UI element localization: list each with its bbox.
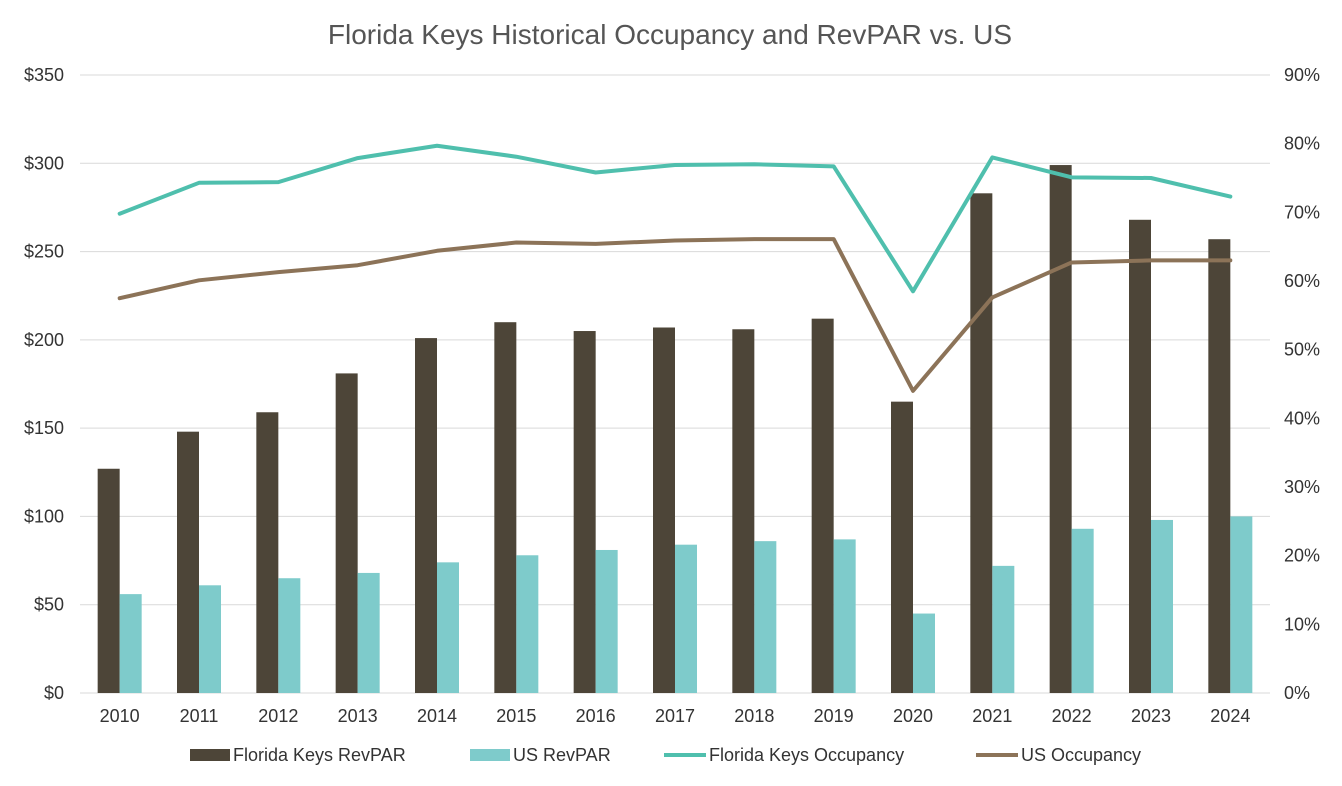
us-revpar-bar xyxy=(119,594,142,693)
x-axis-tick-label: 2021 xyxy=(972,706,1012,726)
us-revpar-bar xyxy=(357,572,380,693)
left-axis-tick-label: $350 xyxy=(24,65,64,85)
right-axis-tick-label: 90% xyxy=(1284,65,1320,85)
us-revpar-bar xyxy=(833,539,856,693)
florida-keys-revpar-bar xyxy=(811,318,834,693)
us-revpar-bar xyxy=(675,544,697,693)
right-axis-tick-label: 50% xyxy=(1284,340,1320,360)
us-revpar-bar xyxy=(992,565,1015,693)
us-revpar-bar xyxy=(754,541,777,693)
x-axis-ticks: 2010 2011 2012 2013 2014 2015 2016 2017 2018 2019… xyxy=(100,706,1251,726)
us-occupancy-line xyxy=(117,237,1233,393)
x-axis-tick-label: 2016 xyxy=(576,706,616,726)
legend-label: Florida Keys Occupancy xyxy=(709,745,904,765)
left-axis-tick-label: $300 xyxy=(24,153,64,173)
right-axis-ticks: 0% 10% 20% 30% 40% 50% 60% 70% 80% 90% xyxy=(1284,65,1320,703)
legend-label: US Occupancy xyxy=(1021,745,1141,765)
florida-keys-revpar-bar xyxy=(415,338,437,693)
left-axis-tick-label: $100 xyxy=(24,506,64,526)
right-axis-tick-label: 30% xyxy=(1284,477,1320,497)
left-axis-tick-label: $250 xyxy=(24,242,64,262)
us-revpar-bar xyxy=(516,555,539,693)
legend: Florida Keys RevPAR US RevPAR Florida Keys… xyxy=(190,745,1141,765)
line-series xyxy=(117,143,1233,393)
x-axis-tick-label: 2018 xyxy=(734,706,774,726)
x-axis-tick-label: 2017 xyxy=(655,706,695,726)
us-revpar-bar xyxy=(1230,516,1253,693)
legend-label: US RevPAR xyxy=(513,745,611,765)
legend-label: Florida Keys RevPAR xyxy=(233,745,406,765)
us-revpar-bar xyxy=(199,585,221,693)
x-axis-tick-label: 2015 xyxy=(496,706,536,726)
x-axis-tick-label: 2013 xyxy=(338,706,378,726)
right-axis-tick-label: 40% xyxy=(1284,408,1320,428)
right-axis-tick-label: 70% xyxy=(1284,202,1320,222)
florida-keys-revpar-bar xyxy=(177,431,199,693)
florida-keys-revpar-bar xyxy=(1129,219,1151,693)
left-axis-tick-label: $150 xyxy=(24,418,64,438)
florida-keys-revpar-bar xyxy=(1049,165,1072,694)
legend-swatch xyxy=(470,749,510,761)
x-axis-tick-label: 2023 xyxy=(1131,706,1171,726)
right-axis-tick-label: 20% xyxy=(1284,546,1320,566)
left-axis-tick-label: $200 xyxy=(24,330,64,350)
left-axis-tick-label: $0 xyxy=(44,683,64,703)
x-axis-tick-label: 2011 xyxy=(180,706,219,726)
florida-keys-revpar-bar xyxy=(732,329,755,693)
florida-keys-revpar-bar xyxy=(573,331,596,693)
left-axis-ticks: $0 $50 $100 $150 $200 $250 $300 $350 xyxy=(24,65,64,703)
florida-keys-revpar-bar xyxy=(653,327,675,693)
florida-keys-occupancy-line xyxy=(117,143,1233,294)
x-axis-tick-label: 2024 xyxy=(1210,706,1250,726)
x-axis-tick-label: 2010 xyxy=(100,706,140,726)
right-axis-tick-label: 0% xyxy=(1284,683,1310,703)
x-axis-tick-label: 2012 xyxy=(258,706,298,726)
x-axis-tick-label: 2019 xyxy=(814,706,854,726)
chart-title: Florida Keys Historical Occupancy and Re… xyxy=(328,19,1012,50)
left-axis-tick-label: $50 xyxy=(34,595,64,615)
legend-swatch xyxy=(190,749,230,761)
x-axis-tick-label: 2022 xyxy=(1052,706,1092,726)
us-revpar-bar xyxy=(1151,519,1173,693)
florida-keys-revpar-bar xyxy=(256,412,279,693)
right-axis-tick-label: 10% xyxy=(1284,614,1320,634)
us-revpar-bar xyxy=(595,549,618,693)
right-axis-tick-label: 60% xyxy=(1284,271,1320,291)
bar-series xyxy=(97,165,1253,694)
florida-keys-revpar-bar xyxy=(891,401,913,693)
us-revpar-bar xyxy=(278,578,301,693)
right-axis-tick-label: 80% xyxy=(1284,134,1320,154)
us-revpar-bar xyxy=(913,613,935,693)
x-axis-tick-label: 2020 xyxy=(893,706,933,726)
florida-keys-revpar-bar xyxy=(1208,239,1231,693)
us-revpar-bar xyxy=(437,562,459,693)
florida-keys-revpar-bar xyxy=(335,373,358,693)
x-axis-tick-label: 2014 xyxy=(417,706,457,726)
us-revpar-bar xyxy=(1071,528,1094,693)
florida-keys-revpar-bar xyxy=(494,322,517,693)
florida-keys-revpar-bar xyxy=(97,468,120,693)
florida-keys-revpar-bar xyxy=(970,193,993,693)
